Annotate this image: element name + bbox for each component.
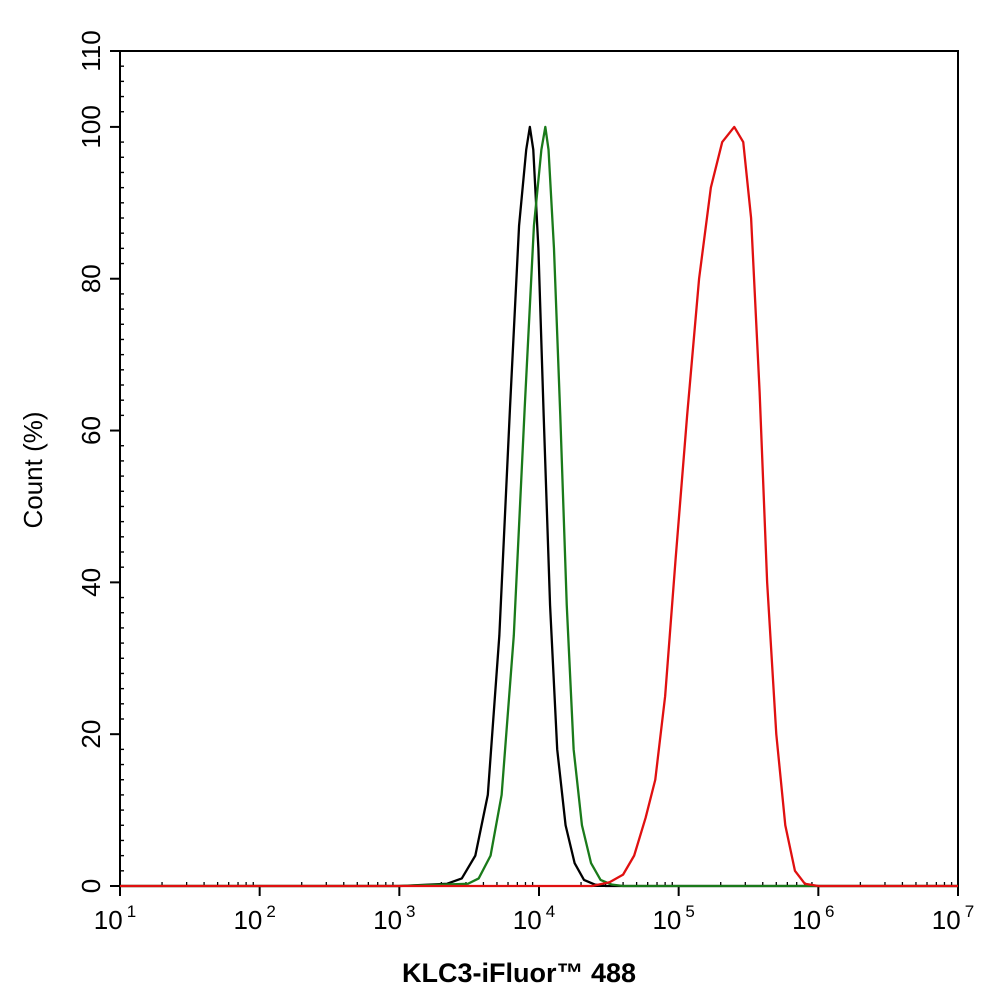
x-tick-label: 10 2	[233, 902, 275, 935]
y-tick-label: 100	[76, 105, 106, 148]
y-tick-label: 20	[76, 720, 106, 749]
x-tick-label: 10 1	[94, 902, 136, 935]
tick-labels-group: 0 20 40 60 80 100 110 10 1 10 2 10 3 10 4 10 5 10 6 10 7	[76, 30, 974, 935]
y-tick-label: 110	[76, 30, 106, 71]
y-tick-label: 60	[76, 416, 106, 445]
x-tick-label: 10 7	[932, 902, 974, 935]
y-tick-label: 40	[76, 568, 106, 597]
series-line-2	[120, 125, 958, 888]
series-line-1	[120, 125, 958, 888]
x-tick-label: 10 6	[792, 902, 834, 935]
series-group	[120, 125, 958, 888]
x-axis-title: KLC3-iFluor™ 488	[402, 958, 636, 988]
y-axis-title: Count (%)	[18, 411, 48, 528]
series-line-3	[120, 125, 958, 888]
x-tick-label: 10 3	[373, 902, 415, 935]
x-tick-label: 10 5	[652, 902, 694, 935]
x-tick-label: 10 4	[513, 902, 555, 935]
y-tick-label: 0	[76, 879, 106, 893]
y-tick-label: 80	[76, 264, 106, 293]
